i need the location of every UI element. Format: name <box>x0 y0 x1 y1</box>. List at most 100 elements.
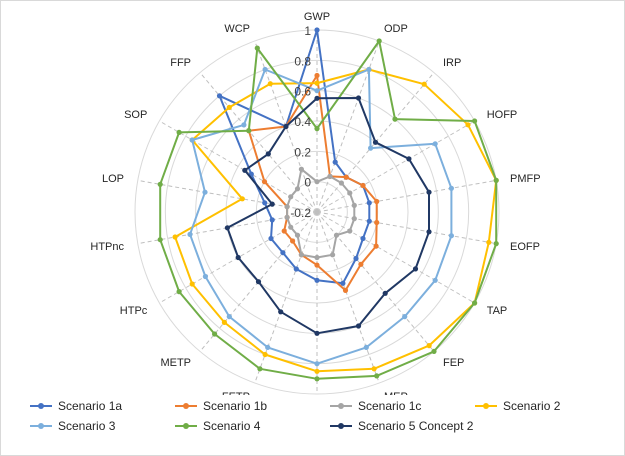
series-point <box>265 344 271 350</box>
axis-label: TAP <box>487 305 508 317</box>
axis-label: FFP <box>170 57 191 69</box>
axis-label: FEP <box>443 357 464 369</box>
series-point <box>314 80 320 86</box>
axis-label: EOFP <box>510 241 540 253</box>
series-point <box>314 179 320 185</box>
series-line <box>174 68 498 373</box>
legend-item: Scenario 1c <box>330 399 421 413</box>
series-point <box>360 182 366 189</box>
series-point <box>374 198 380 205</box>
series-point <box>262 66 268 73</box>
series-point <box>333 232 340 238</box>
axis-label: MEP <box>384 391 408 395</box>
series-point <box>280 250 286 256</box>
series-point <box>269 201 275 207</box>
legend-label: Scenario 2 <box>503 399 561 413</box>
series-point <box>347 228 353 234</box>
legend-item: Scenario 5 Concept 2 <box>330 419 473 433</box>
series-point <box>235 254 241 261</box>
series-point <box>293 266 299 272</box>
series-point <box>327 173 333 179</box>
axis-label: FETP <box>222 391 250 395</box>
legend-item: Scenario 1a <box>30 399 122 413</box>
series-point <box>268 235 274 242</box>
series-point <box>241 122 247 128</box>
series-point <box>239 196 245 202</box>
series-point <box>338 180 344 186</box>
series-point <box>355 95 362 101</box>
legend-swatch-icon <box>175 401 197 411</box>
series-point <box>298 252 304 258</box>
series-point <box>216 93 223 99</box>
series-point <box>314 368 320 374</box>
series-point <box>366 66 372 73</box>
radial-tick-label: 0.6 <box>294 85 311 99</box>
series-point <box>281 228 287 234</box>
axis-spoke <box>316 40 380 213</box>
series-point <box>288 224 294 230</box>
axis-label: IRP <box>443 57 461 69</box>
series-point <box>176 289 182 295</box>
series-point <box>374 373 380 379</box>
series-point <box>254 45 260 51</box>
legend-label: Scenario 3 <box>58 419 116 433</box>
series-5 <box>187 66 454 367</box>
series-point <box>432 141 438 147</box>
series-point <box>284 214 290 220</box>
series-point <box>382 290 388 296</box>
series-point <box>288 194 294 200</box>
radial-tick-labels: -0.2 0 0.2 0.4 0.6 0.8 1 <box>290 24 311 220</box>
axis-label: WCP <box>224 23 250 35</box>
series-point <box>224 225 230 231</box>
axis-spoke <box>316 211 475 304</box>
radial-tick-label: 0.2 <box>294 145 311 159</box>
axis-label: METP <box>160 357 191 369</box>
series-point <box>314 376 320 382</box>
series-point <box>246 128 252 134</box>
legend-swatch-icon <box>30 401 52 411</box>
series-point <box>314 361 320 367</box>
radial-tick-label: 1 <box>304 24 311 38</box>
axis-label: ODP <box>384 23 408 35</box>
series-point <box>298 166 304 172</box>
series-point <box>226 104 232 110</box>
series-point <box>402 314 408 320</box>
series-point <box>448 233 454 239</box>
series-point <box>376 38 382 44</box>
series-point <box>314 126 320 132</box>
series-point <box>202 273 208 280</box>
legend: Scenario 1a Scenario 1b Scenario 1c Scenari… <box>0 395 625 455</box>
series-point <box>265 151 271 157</box>
series-point <box>226 314 232 320</box>
legend-item: Scenario 3 <box>30 419 115 433</box>
series-point <box>360 235 366 242</box>
series-point <box>372 139 379 145</box>
series-point <box>351 202 357 208</box>
series-point <box>255 279 262 285</box>
series-point <box>366 200 372 206</box>
axis-spoke <box>316 211 380 384</box>
series-point <box>262 351 268 358</box>
series-point <box>172 234 178 240</box>
series-3 <box>284 166 357 261</box>
series-point <box>284 204 290 210</box>
radial-tick-label: -0.2 <box>290 206 311 220</box>
radial-tick-label: 0.4 <box>294 115 311 129</box>
series-point <box>314 330 320 336</box>
series-point <box>448 185 454 191</box>
legend-item: Scenario 2 <box>475 399 560 413</box>
series-point <box>472 118 478 124</box>
legend-label: Scenario 1b <box>203 399 268 413</box>
legend-label: Scenario 1a <box>58 399 123 413</box>
axis-spoke <box>316 179 497 213</box>
series-point <box>465 122 471 128</box>
legend-swatch-icon <box>175 421 197 431</box>
series-point <box>257 366 263 372</box>
series-point <box>371 366 377 372</box>
legend-item: Scenario 1b <box>175 399 267 413</box>
series-point <box>290 238 296 244</box>
series-point <box>340 280 346 286</box>
series-point <box>355 323 362 329</box>
series-point <box>351 216 357 222</box>
